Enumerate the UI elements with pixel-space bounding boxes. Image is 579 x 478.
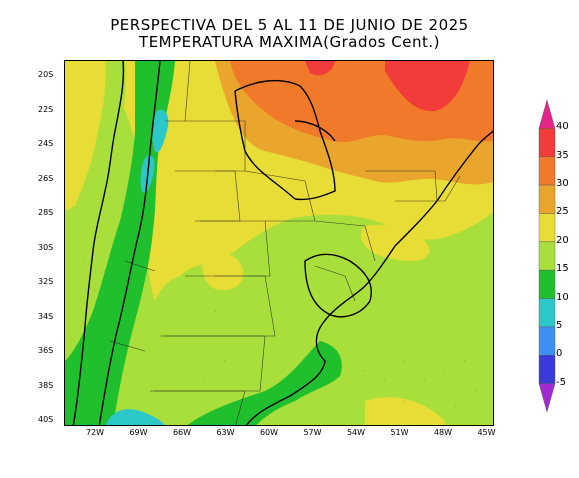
latitude-label: 34S [38, 311, 54, 321]
field-yellow [65, 61, 106, 211]
latitude-label: 32S [38, 277, 54, 286]
colorbar-segment [538, 269, 556, 299]
colorbar-label: 5 [556, 319, 563, 331]
field-cyan [152, 109, 169, 153]
colorbar-label: 25 [556, 206, 569, 218]
latitude-label: 20S [38, 70, 54, 79]
field-yellow-blob [202, 252, 244, 291]
field-yellow [365, 397, 445, 425]
map-borders [72, 61, 493, 425]
colorbar-label: 20 [556, 234, 569, 246]
longitude-label: 66W [172, 428, 192, 437]
latitude-label: 36S [38, 346, 54, 355]
longitude-label: 69W [129, 428, 148, 437]
colorbar-segment [538, 128, 556, 157]
colorbar-segment [538, 298, 556, 328]
colorbar-segment [538, 241, 556, 271]
colorbar-label: 30 [556, 178, 569, 190]
colorbar-label: 0 [556, 348, 563, 360]
longitude-label: 51W [390, 428, 409, 437]
colorbar-segment [538, 383, 556, 412]
latitude-label: 26S [38, 173, 54, 183]
longitude-label: 45W [477, 428, 496, 437]
colorbar-label: 15 [556, 263, 569, 275]
chart-title: PERSPECTIVA DEL 5 AL 11 DE JUNIO DE 2025 [110, 16, 469, 34]
colorbar-label: -5 [556, 376, 566, 388]
map-provinces [109, 61, 461, 425]
longitude-label: 48W [433, 428, 453, 437]
field-cyan [105, 409, 165, 425]
colorbar-label: 10 [556, 291, 569, 303]
latitude-label: 24S [38, 139, 54, 148]
longitude-label: 60W [259, 428, 279, 437]
colorbar-segment [538, 213, 556, 243]
field-green-light [405, 308, 461, 339]
field-green-dark [187, 341, 342, 425]
longitude-label: 57W [303, 428, 322, 437]
colorbar-label: 40 [556, 121, 569, 133]
latitude-label: 28S [38, 208, 54, 217]
longitude-label: 63W [216, 428, 235, 437]
colorbar-segment [538, 184, 556, 214]
longitude-label: 72W [85, 428, 105, 437]
latitude-label: 30S [38, 242, 54, 252]
colorbar-segment [538, 355, 556, 384]
field-red [385, 61, 470, 112]
colorbar-segment [538, 326, 556, 356]
map-stipple [84, 260, 476, 407]
longitude-label: 54W [346, 428, 366, 437]
colorbar-segment [538, 156, 556, 186]
latitude-label: 22S [38, 104, 54, 114]
colorbar-label: 35 [556, 149, 569, 161]
field-red [305, 61, 335, 76]
colorbar [538, 100, 556, 412]
field-yellow-blob [360, 224, 430, 261]
field-green-dark [65, 61, 175, 425]
latitude-label: 38S [38, 380, 54, 390]
colorbar-segment [538, 100, 556, 129]
temperature-map [64, 60, 494, 426]
latitude-label: 40S [38, 415, 54, 424]
chart-subtitle: TEMPERATURA MAXIMA(Grados Cent.) [139, 33, 440, 51]
